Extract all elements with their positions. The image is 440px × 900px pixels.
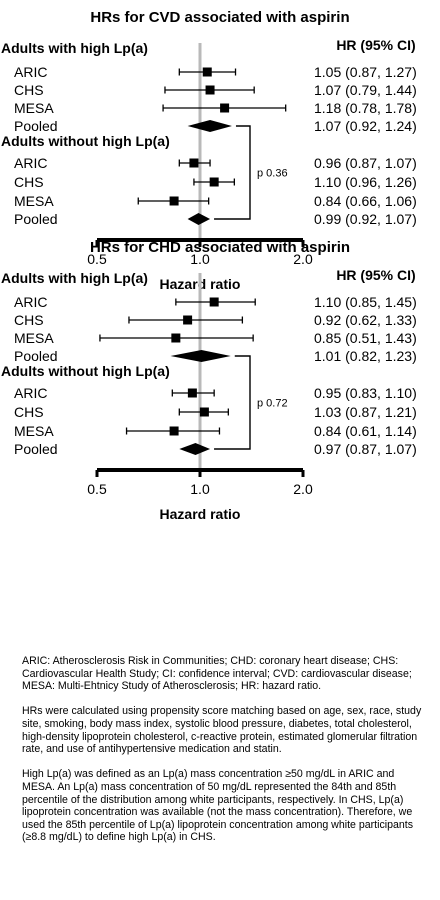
- study-label: MESA: [14, 100, 54, 116]
- hr-ci-value: 1.18 (0.78, 1.78): [314, 100, 417, 116]
- hr-ci-value: 1.05 (0.87, 1.27): [314, 64, 417, 80]
- point-estimate: [169, 426, 179, 436]
- forest-chart-cvd: HRs for CVD associated with aspirin HR (9…: [1, 9, 417, 292]
- x-tick-label: 0.5: [87, 481, 107, 497]
- definition-note: High Lp(a) was defined as an Lp(a) mass …: [22, 768, 414, 844]
- point-estimate: [205, 85, 215, 95]
- x-tick-label: 1.0: [190, 251, 210, 267]
- study-label: Pooled: [14, 441, 58, 457]
- matching-note: HRs were calculated using propensity sco…: [22, 705, 422, 756]
- chart-title: HRs for CVD associated with aspirin: [90, 9, 349, 26]
- hr-ci-value: 0.97 (0.87, 1.07): [314, 441, 417, 457]
- study-label: MESA: [14, 330, 54, 346]
- point-estimate: [220, 103, 230, 113]
- x-tick-label: 2.0: [293, 481, 313, 497]
- point-estimate: [187, 388, 197, 398]
- study-label: CHS: [14, 82, 44, 98]
- study-label: Pooled: [14, 348, 58, 364]
- interaction-bracket: [214, 125, 251, 220]
- hr-ci-value: 0.84 (0.66, 1.06): [314, 193, 417, 209]
- hr-ci-value: 0.99 (0.92, 1.07): [314, 211, 417, 227]
- hr-ci-value: 1.10 (0.96, 1.26): [314, 174, 417, 190]
- point-estimate: [202, 67, 212, 77]
- hr-ci-header: HR (95% CI): [336, 37, 415, 53]
- point-estimate: [209, 177, 219, 187]
- pooled-diamond: [187, 120, 232, 132]
- hr-ci-value: 1.07 (0.92, 1.24): [314, 118, 417, 134]
- study-label: MESA: [14, 193, 54, 209]
- x-tick-label: 2.0: [293, 251, 313, 267]
- study-label: ARIC: [14, 385, 47, 401]
- group-label: Adults without high Lp(a): [1, 363, 170, 379]
- interaction-p-value: p 0.72: [257, 398, 288, 410]
- study-label: MESA: [14, 423, 54, 439]
- point-estimate: [189, 158, 199, 168]
- study-label: ARIC: [14, 155, 47, 171]
- study-label: Pooled: [14, 211, 58, 227]
- point-estimate: [209, 297, 219, 307]
- interaction-bracket: [214, 355, 251, 450]
- hr-ci-value: 1.10 (0.85, 1.45): [314, 294, 417, 310]
- chart-title: HRs for CHD associated with aspirin: [90, 239, 350, 256]
- pooled-diamond: [170, 350, 231, 362]
- hr-ci-value: 1.07 (0.79, 1.44): [314, 82, 417, 98]
- hr-ci-value: 1.03 (0.87, 1.21): [314, 404, 417, 420]
- footnotes: ARIC: Atherosclerosis Risk in Communitie…: [22, 655, 430, 857]
- point-estimate: [199, 407, 209, 417]
- group-label: Adults with high Lp(a): [1, 40, 148, 56]
- interaction-p-value: p 0.36: [257, 168, 288, 180]
- study-label: CHS: [14, 174, 44, 190]
- study-label: CHS: [14, 312, 44, 328]
- hr-ci-value: 1.01 (0.82, 1.23): [314, 348, 417, 364]
- x-axis-label: Hazard ratio: [160, 506, 241, 522]
- group-label: Adults with high Lp(a): [1, 270, 148, 286]
- point-estimate: [169, 196, 179, 206]
- pooled-diamond: [187, 213, 211, 225]
- abbreviations-note: ARIC: Atherosclerosis Risk in Communitie…: [22, 655, 412, 693]
- hr-ci-value: 0.95 (0.83, 1.10): [314, 385, 417, 401]
- x-tick-label: 0.5: [87, 251, 107, 267]
- hr-ci-header: HR (95% CI): [336, 267, 415, 283]
- study-label: ARIC: [14, 294, 47, 310]
- group-label: Adults without high Lp(a): [1, 133, 170, 149]
- hr-ci-value: 0.96 (0.87, 1.07): [314, 155, 417, 171]
- study-label: CHS: [14, 404, 44, 420]
- study-label: ARIC: [14, 64, 47, 80]
- forest-chart-chd: HRs for CHD associated with aspirin HR (9…: [1, 239, 417, 522]
- x-tick-label: 1.0: [190, 481, 210, 497]
- hr-ci-value: 0.92 (0.62, 1.33): [314, 312, 417, 328]
- hr-ci-value: 0.84 (0.61, 1.14): [314, 423, 417, 439]
- hr-ci-value: 0.85 (0.51, 1.43): [314, 330, 417, 346]
- study-label: Pooled: [14, 118, 58, 134]
- pooled-diamond: [179, 443, 211, 455]
- point-estimate: [171, 333, 181, 343]
- forest-plots: HRs for CVD associated with aspirin HR (9…: [1, 9, 417, 522]
- point-estimate: [183, 315, 193, 325]
